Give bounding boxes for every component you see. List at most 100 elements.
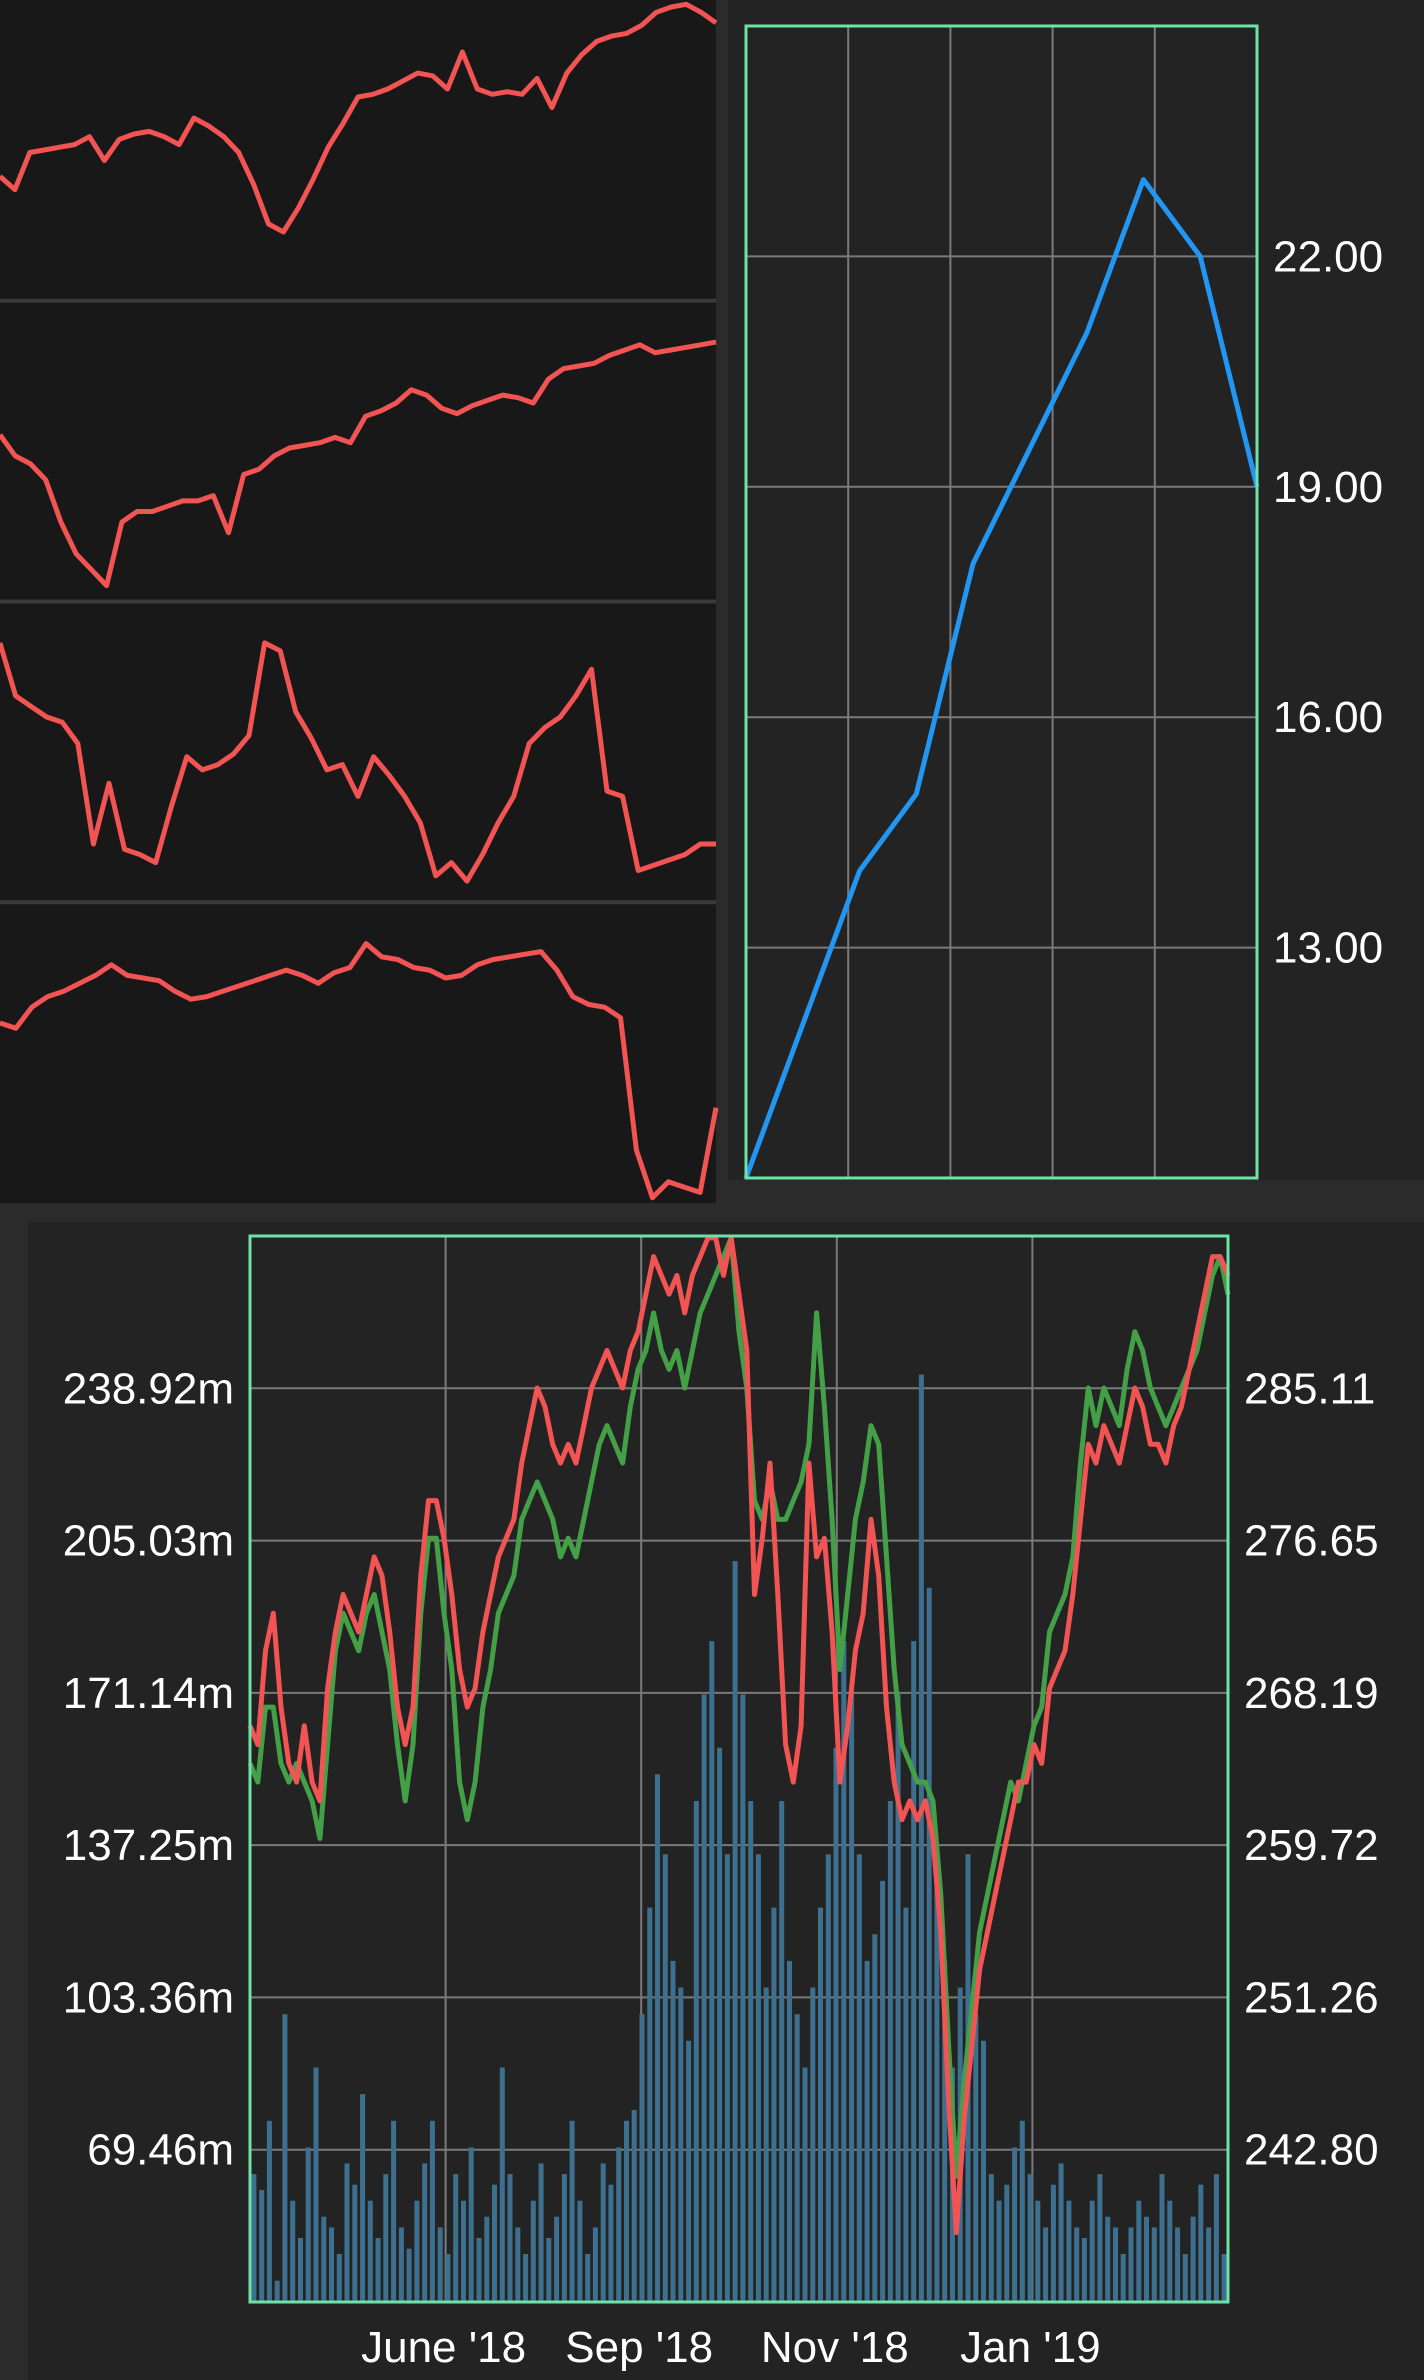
market-line-2 xyxy=(247,1235,1231,2236)
volume-bar xyxy=(794,2014,800,2302)
volume-bar xyxy=(1004,2184,1010,2302)
market-left-tick-label: 69.46m xyxy=(87,2126,234,2175)
volume-bar xyxy=(755,1854,761,2302)
volume-bar xyxy=(1175,2227,1181,2302)
volume-bar xyxy=(375,2238,381,2302)
volume-bar xyxy=(530,2200,536,2302)
volume-bar xyxy=(1213,2174,1219,2302)
volume-bar xyxy=(662,1854,668,2302)
volume-bar xyxy=(1120,2254,1126,2302)
volume-bar xyxy=(1190,2216,1196,2302)
volume-bar xyxy=(717,1747,723,2302)
volume-bar xyxy=(329,2227,334,2302)
volume-bar xyxy=(398,2227,404,2302)
volume-bar xyxy=(639,2014,645,2302)
volume-bar xyxy=(445,2254,451,2302)
volume-bar xyxy=(515,2227,521,2302)
volume-bar xyxy=(732,1561,738,2302)
volume-bar xyxy=(569,2120,575,2302)
market-right-tick-label: 285.11 xyxy=(1244,1364,1375,1413)
volume-bar xyxy=(554,2216,560,2302)
market-right-tick-label: 259.72 xyxy=(1244,1821,1379,1870)
volume-bar xyxy=(313,2067,319,2302)
price-chart-line xyxy=(743,177,1260,1179)
volume-bar xyxy=(484,2216,490,2302)
volume-bar xyxy=(1043,2227,1049,2302)
volume-bar xyxy=(1136,2200,1142,2302)
volume-bar xyxy=(1182,2254,1188,2302)
price-chart-plot-area xyxy=(746,26,1257,1178)
volume-bar xyxy=(274,2280,280,2302)
volume-bar xyxy=(880,1880,886,2302)
volume-bar xyxy=(763,1987,769,2302)
volume-bar xyxy=(1019,2120,1025,2302)
volume-bar xyxy=(282,2014,288,2302)
market-x-tick-label: Sep '18 xyxy=(565,2323,713,2372)
volume-bar xyxy=(849,1694,855,2302)
market-chart-border xyxy=(248,1234,1230,2304)
volume-bar xyxy=(414,2200,420,2302)
volume-bar xyxy=(290,2200,296,2302)
volume-bar xyxy=(1089,2200,1095,2302)
volume-bar xyxy=(461,2200,466,2302)
volume-bar xyxy=(1113,2227,1118,2302)
volume-bar xyxy=(903,1907,909,2302)
volume-bar xyxy=(608,2184,614,2302)
volume-bar xyxy=(546,2238,552,2302)
volume-bar xyxy=(942,1960,948,2302)
market-chart-plot-area xyxy=(250,1236,1228,2302)
volume-bar xyxy=(1027,2174,1033,2302)
volume-bar xyxy=(647,1907,653,2302)
volume-bar xyxy=(1035,2200,1041,2302)
volume-bar xyxy=(686,2040,692,2302)
volume-bar xyxy=(592,2227,598,2302)
price-y-tick-label: 16.00 xyxy=(1273,693,1383,742)
volume-bar xyxy=(1198,2184,1204,2302)
volume-bar xyxy=(406,2248,412,2302)
volume-bar xyxy=(1050,2184,1056,2302)
market-x-tick-label: Jan '19 xyxy=(960,2323,1101,2372)
volume-bar xyxy=(771,1907,777,2302)
volume-bar xyxy=(624,2120,629,2302)
volume-bar xyxy=(864,1960,870,2302)
market-chart-grid xyxy=(250,1236,1228,2302)
volume-bar xyxy=(740,1694,746,2302)
volume-bar xyxy=(1159,2174,1165,2302)
market-chart: 238.92m 205.03m 171.14m 137.25m 103.36m 69.46… xyxy=(28,1222,1424,2380)
sparkline-dividers xyxy=(0,298,716,905)
volume-bar xyxy=(492,2184,497,2302)
volume-bar xyxy=(934,1854,940,2302)
volume-bar xyxy=(1074,2227,1080,2302)
volume-bar xyxy=(887,1801,893,2302)
volume-bar xyxy=(833,1747,839,2302)
volume-bar xyxy=(616,2147,622,2302)
volume-bar xyxy=(585,2254,591,2302)
volume-bar xyxy=(561,2174,567,2302)
volume-bar xyxy=(678,1987,684,2302)
volume-bar xyxy=(693,1801,699,2302)
market-left-tick-label: 238.92m xyxy=(63,1364,234,1413)
volume-bar xyxy=(507,2174,513,2302)
volume-bar xyxy=(577,2200,583,2302)
volume-bar xyxy=(538,2163,544,2302)
volume-bar xyxy=(655,1774,660,2302)
market-chart-x-axis: June '18 Sep '18 Nov '18 Jan '19 xyxy=(361,2323,1101,2372)
market-left-tick-label: 205.03m xyxy=(63,1517,234,1566)
market-chart-left-axis: 238.92m 205.03m 171.14m 137.25m 103.36m 69.46… xyxy=(63,1364,234,2174)
sparkline-4 xyxy=(0,941,719,1201)
volume-bar xyxy=(1221,2254,1227,2302)
volume-bar xyxy=(724,1854,730,2302)
volume-bar xyxy=(810,1987,816,2302)
volume-bar xyxy=(499,2067,505,2302)
volume-bar xyxy=(1081,2238,1087,2302)
volume-bar xyxy=(383,2174,389,2302)
volume-bar xyxy=(779,1801,785,2302)
market-left-tick-label: 103.36m xyxy=(63,1973,234,2022)
market-right-tick-label: 276.65 xyxy=(1244,1517,1379,1566)
volume-bar xyxy=(352,2184,358,2302)
volume-bar xyxy=(437,2227,443,2302)
market-chart-volume-bars xyxy=(251,1374,1227,2302)
volume-bar xyxy=(259,2190,265,2302)
price-chart: 22.00 19.00 16.00 13.00 xyxy=(728,0,1424,1180)
volume-bar xyxy=(523,2254,529,2302)
